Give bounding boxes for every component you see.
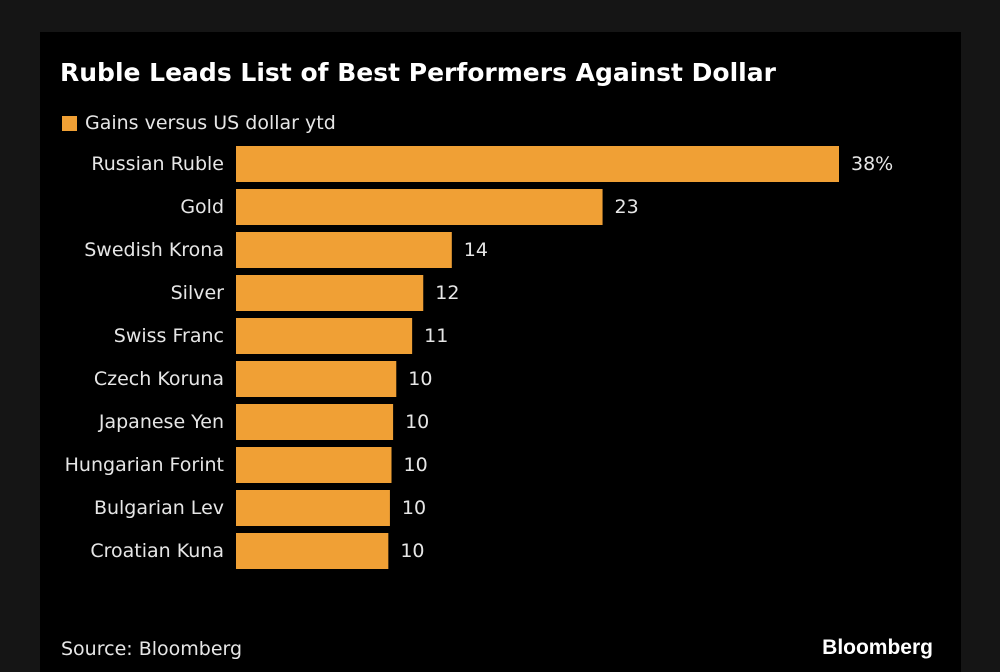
value-label: 11 <box>424 325 448 347</box>
category-label: Japanese Yen <box>98 411 224 433</box>
bar <box>236 232 452 268</box>
value-label: 10 <box>405 411 429 433</box>
value-label: 12 <box>435 282 459 304</box>
value-label: 38% <box>851 153 893 175</box>
chart-title: Ruble Leads List of Best Performers Agai… <box>60 58 776 87</box>
category-label: Russian Ruble <box>91 153 224 175</box>
category-label: Croatian Kuna <box>90 540 224 562</box>
bar <box>236 447 392 483</box>
bar <box>236 404 394 440</box>
category-label: Bulgarian Lev <box>94 497 224 519</box>
bar <box>236 318 413 354</box>
category-label: Czech Koruna <box>94 368 224 390</box>
legend-label: Gains versus US dollar ytd <box>85 112 336 134</box>
value-label: 14 <box>464 239 488 261</box>
value-label: 10 <box>402 497 426 519</box>
bar-chart: Russian Ruble 38% Gold 23 Swedish Krona 14 Sil… <box>65 146 893 569</box>
value-label: 10 <box>408 368 432 390</box>
value-label: 23 <box>615 196 639 218</box>
bar <box>236 490 390 526</box>
bar <box>236 146 839 182</box>
value-label: 10 <box>400 540 424 562</box>
category-label: Gold <box>180 196 224 218</box>
bar <box>236 189 603 225</box>
value-label: 10 <box>404 454 428 476</box>
category-label: Hungarian Forint <box>65 454 224 476</box>
category-label: Swedish Krona <box>84 239 224 261</box>
category-label: Swiss Franc <box>114 325 224 347</box>
legend-swatch <box>62 115 77 131</box>
bloomberg-logo: Bloomberg <box>822 636 933 659</box>
category-label: Silver <box>171 282 225 304</box>
bar <box>236 275 424 311</box>
chart-card: Ruble Leads List of Best Performers Agai… <box>40 32 961 672</box>
legend: Gains versus US dollar ytd <box>62 112 336 134</box>
source-note: Source: Bloomberg <box>61 638 243 660</box>
bar <box>236 533 389 569</box>
bar <box>236 361 397 397</box>
